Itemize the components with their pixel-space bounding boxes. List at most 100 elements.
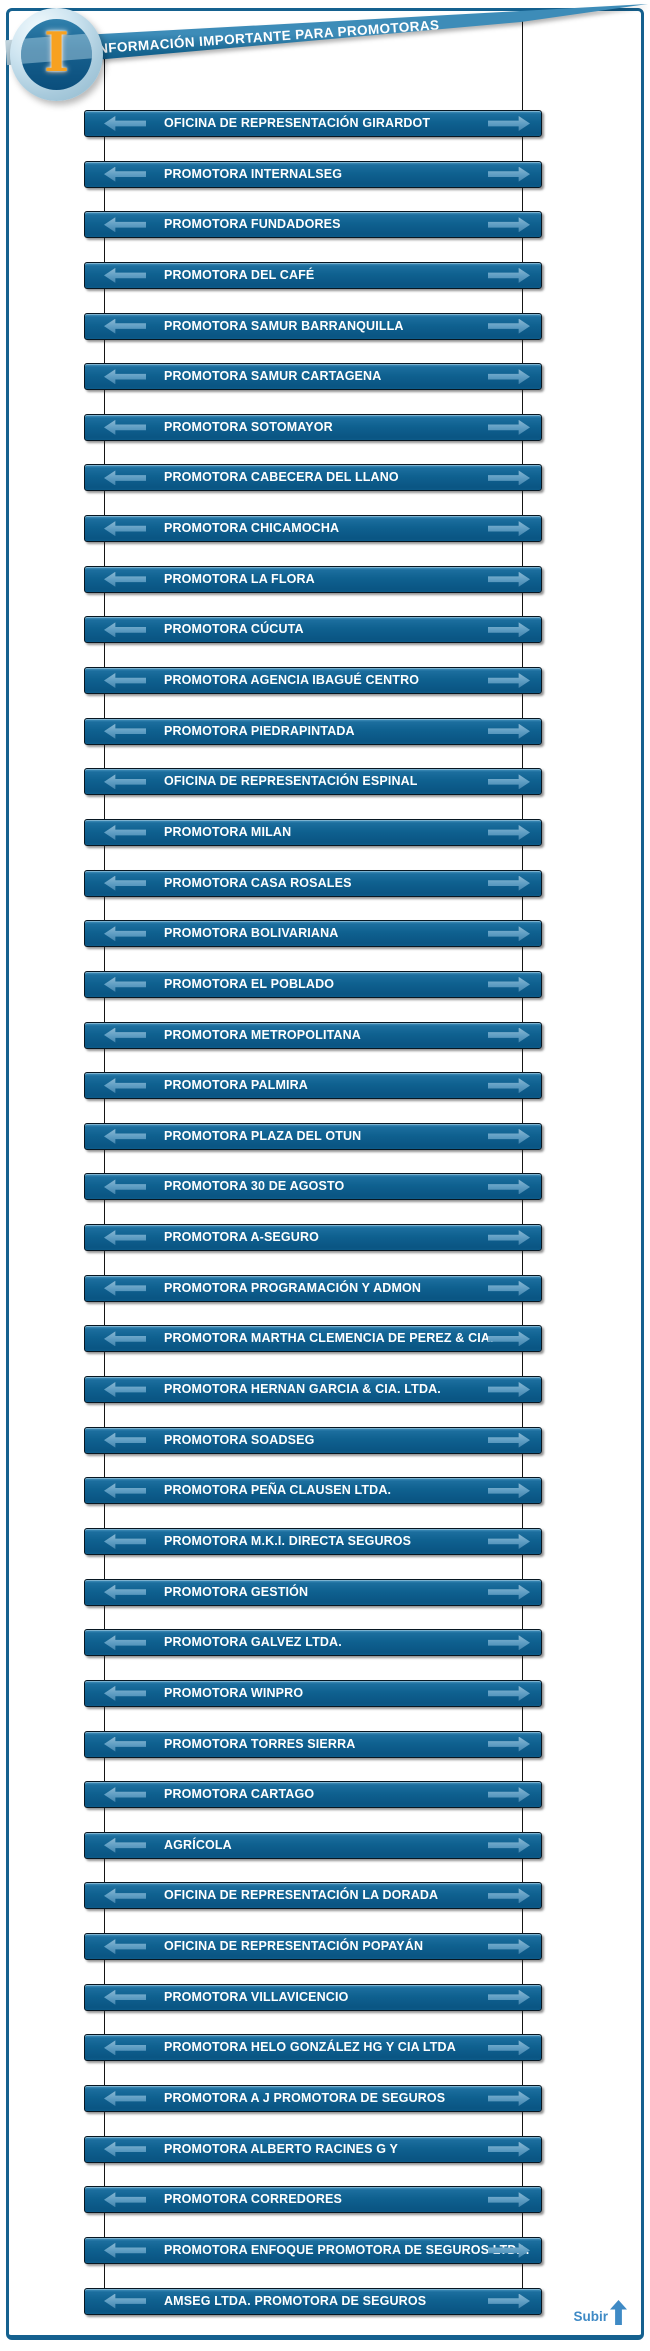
right-arrow-icon[interactable] [488, 2090, 530, 2106]
left-arrow-icon[interactable] [104, 1128, 146, 1144]
right-arrow-icon[interactable] [488, 1989, 530, 2005]
promotora-bar[interactable]: AGRÍCOLA [84, 1831, 542, 1859]
right-arrow-icon[interactable] [488, 2293, 530, 2309]
right-arrow-icon[interactable] [488, 2141, 530, 2157]
left-arrow-icon[interactable] [104, 2040, 146, 2056]
right-arrow-icon[interactable] [488, 1078, 530, 1094]
left-arrow-icon[interactable] [104, 369, 146, 385]
promotora-bar[interactable]: PROMOTORA ALBERTO RACINES G Y [84, 2135, 542, 2163]
left-arrow-icon[interactable] [104, 1230, 146, 1246]
left-arrow-icon[interactable] [104, 521, 146, 537]
right-arrow-icon[interactable] [488, 622, 530, 638]
right-arrow-icon[interactable] [488, 267, 530, 283]
left-arrow-icon[interactable] [104, 1989, 146, 2005]
promotora-bar[interactable]: PROMOTORA CHICAMOCHA [84, 515, 542, 543]
left-arrow-icon[interactable] [104, 1179, 146, 1195]
left-arrow-icon[interactable] [104, 1533, 146, 1549]
promotora-bar[interactable]: PROMOTORA DEL CAFÉ [84, 261, 542, 289]
right-arrow-icon[interactable] [488, 1432, 530, 1448]
promotora-bar[interactable]: PROMOTORA EL POBLADO [84, 970, 542, 998]
left-arrow-icon[interactable] [104, 976, 146, 992]
promotora-bar[interactable]: PROMOTORA HERNAN GARCIA & CIA. LTDA. [84, 1376, 542, 1404]
left-arrow-icon[interactable] [104, 875, 146, 891]
right-arrow-icon[interactable] [488, 1230, 530, 1246]
promotora-bar[interactable]: OFICINA DE REPRESENTACIÓN POPAYÁN [84, 1933, 542, 1961]
right-arrow-icon[interactable] [488, 2040, 530, 2056]
left-arrow-icon[interactable] [104, 2090, 146, 2106]
left-arrow-icon[interactable] [104, 1584, 146, 1600]
promotora-bar[interactable]: OFICINA DE REPRESENTACIÓN GIRARDOT [84, 110, 542, 137]
right-arrow-icon[interactable] [488, 521, 530, 537]
promotora-bar[interactable]: PROMOTORA PEÑA CLAUSEN LTDA. [84, 1477, 542, 1505]
right-arrow-icon[interactable] [488, 673, 530, 689]
left-arrow-icon[interactable] [104, 824, 146, 840]
promotora-bar[interactable]: PROMOTORA SOTOMAYOR [84, 413, 542, 441]
left-arrow-icon[interactable] [104, 1685, 146, 1701]
left-arrow-icon[interactable] [104, 774, 146, 790]
promotora-bar[interactable]: PROMOTORA PLAZA DEL OTUN [84, 1122, 542, 1150]
right-arrow-icon[interactable] [488, 217, 530, 233]
right-arrow-icon[interactable] [488, 1382, 530, 1398]
left-arrow-icon[interactable] [104, 571, 146, 587]
right-arrow-icon[interactable] [488, 1179, 530, 1195]
right-arrow-icon[interactable] [488, 369, 530, 385]
left-arrow-icon[interactable] [104, 166, 146, 182]
right-arrow-icon[interactable] [488, 1280, 530, 1296]
right-arrow-icon[interactable] [488, 470, 530, 486]
promotora-bar[interactable]: PROMOTORA SAMUR BARRANQUILLA [84, 312, 542, 340]
left-arrow-icon[interactable] [104, 419, 146, 435]
left-arrow-icon[interactable] [104, 1331, 146, 1347]
promotora-bar[interactable]: PROMOTORA CABECERA DEL LLANO [84, 464, 542, 492]
right-arrow-icon[interactable] [488, 875, 530, 891]
right-arrow-icon[interactable] [488, 824, 530, 840]
promotora-bar[interactable]: PROMOTORA ENFOQUE PROMOTORA DE SEGUROS L… [84, 2236, 542, 2264]
left-arrow-icon[interactable] [104, 2141, 146, 2157]
subir-link[interactable]: Subir [573, 2300, 627, 2325]
promotora-bar[interactable]: PROMOTORA CÚCUTA [84, 616, 542, 644]
left-arrow-icon[interactable] [104, 926, 146, 942]
right-arrow-icon[interactable] [488, 166, 530, 182]
promotora-bar[interactable]: PROMOTORA PROGRAMACIÓN Y ADMON [84, 1274, 542, 1302]
right-arrow-icon[interactable] [488, 1736, 530, 1752]
promotora-bar[interactable]: PROMOTORA CASA ROSALES [84, 869, 542, 897]
promotora-bar[interactable]: PROMOTORA A J PROMOTORA DE SEGUROS [84, 2084, 542, 2112]
right-arrow-icon[interactable] [488, 1128, 530, 1144]
promotora-bar[interactable]: PROMOTORA SAMUR CARTAGENA [84, 363, 542, 391]
right-arrow-icon[interactable] [488, 318, 530, 334]
left-arrow-icon[interactable] [104, 1483, 146, 1499]
right-arrow-icon[interactable] [488, 571, 530, 587]
promotora-bar[interactable]: PROMOTORA AGENCIA IBAGUÉ CENTRO [84, 667, 542, 695]
promotora-bar[interactable]: OFICINA DE REPRESENTACIÓN ESPINAL [84, 768, 542, 796]
right-arrow-icon[interactable] [488, 1685, 530, 1701]
promotora-bar[interactable]: PROMOTORA TORRES SIERRA [84, 1730, 542, 1758]
right-arrow-icon[interactable] [488, 1483, 530, 1499]
promotora-bar[interactable]: PROMOTORA VILLAVICENCIO [84, 1983, 542, 2011]
right-arrow-icon[interactable] [488, 1331, 530, 1347]
left-arrow-icon[interactable] [104, 1787, 146, 1803]
left-arrow-icon[interactable] [104, 2293, 146, 2309]
promotora-bar[interactable]: PROMOTORA LA FLORA [84, 565, 542, 593]
promotora-bar[interactable]: PROMOTORA M.K.I. DIRECTA SEGUROS [84, 1527, 542, 1555]
promotora-bar[interactable]: PROMOTORA WINPRO [84, 1679, 542, 1707]
left-arrow-icon[interactable] [104, 673, 146, 689]
promotora-bar[interactable]: PROMOTORA BOLIVARIANA [84, 920, 542, 948]
left-arrow-icon[interactable] [104, 470, 146, 486]
right-arrow-icon[interactable] [488, 116, 530, 131]
right-arrow-icon[interactable] [488, 1888, 530, 1904]
promotora-bar[interactable]: PROMOTORA INTERNALSEG [84, 160, 542, 188]
left-arrow-icon[interactable] [104, 1078, 146, 1094]
promotora-bar[interactable]: AMSEG LTDA. PROMOTORA DE SEGUROS [84, 2287, 542, 2315]
left-arrow-icon[interactable] [104, 1939, 146, 1955]
left-arrow-icon[interactable] [104, 318, 146, 334]
promotora-bar[interactable]: OFICINA DE REPRESENTACIÓN LA DORADA [84, 1882, 542, 1910]
right-arrow-icon[interactable] [488, 1584, 530, 1600]
promotora-bar[interactable]: PROMOTORA HELO GONZÁLEZ HG Y CIA LTDA [84, 2034, 542, 2062]
right-arrow-icon[interactable] [488, 976, 530, 992]
promotora-bar[interactable]: PROMOTORA METROPOLITANA [84, 1021, 542, 1049]
promotora-bar[interactable]: PROMOTORA GALVEZ LTDA. [84, 1629, 542, 1657]
right-arrow-icon[interactable] [488, 723, 530, 739]
promotora-bar[interactable]: PROMOTORA MILAN [84, 818, 542, 846]
promotora-bar[interactable]: PROMOTORA CARTAGO [84, 1781, 542, 1809]
right-arrow-icon[interactable] [488, 2192, 530, 2208]
promotora-bar[interactable]: PROMOTORA FUNDADORES [84, 211, 542, 239]
